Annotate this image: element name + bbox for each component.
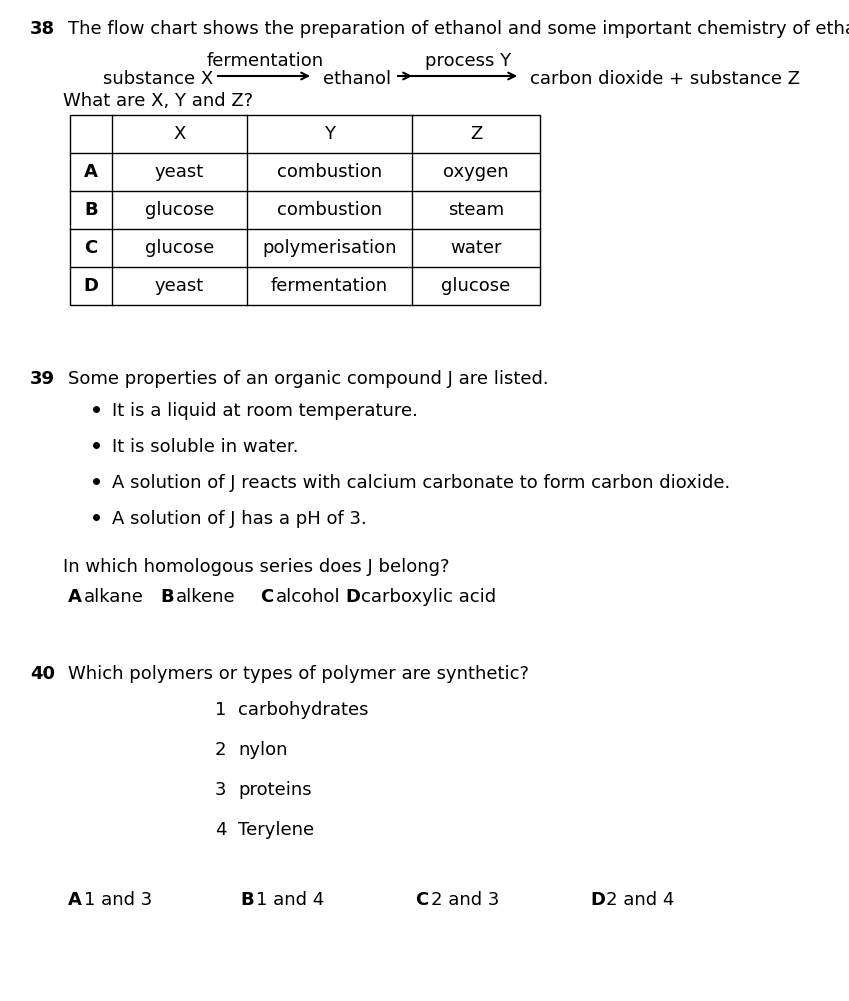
Text: A: A: [68, 891, 82, 909]
Text: C: C: [415, 891, 428, 909]
Text: 39: 39: [30, 370, 55, 388]
Text: 40: 40: [30, 665, 55, 683]
Text: 2: 2: [215, 741, 227, 759]
Text: glucose: glucose: [145, 239, 214, 257]
Text: ethanol: ethanol: [323, 70, 391, 88]
Text: A: A: [84, 163, 98, 181]
Text: alkene: alkene: [176, 588, 236, 606]
Text: alcohol: alcohol: [276, 588, 340, 606]
Text: process Y: process Y: [425, 52, 511, 70]
Text: glucose: glucose: [145, 201, 214, 219]
Text: D: D: [590, 891, 605, 909]
Text: 1: 1: [215, 701, 227, 719]
Text: It is a liquid at room temperature.: It is a liquid at room temperature.: [112, 402, 418, 420]
Text: B: B: [240, 891, 254, 909]
Text: yeast: yeast: [155, 277, 204, 295]
Text: The flow chart shows the preparation of ethanol and some important chemistry of : The flow chart shows the preparation of …: [68, 20, 849, 38]
Text: combustion: combustion: [277, 201, 382, 219]
Text: yeast: yeast: [155, 163, 204, 181]
Text: 4: 4: [215, 821, 227, 839]
Text: Some properties of an organic compound J are listed.: Some properties of an organic compound J…: [68, 370, 548, 388]
Text: 3: 3: [215, 781, 227, 799]
Text: Which polymers or types of polymer are synthetic?: Which polymers or types of polymer are s…: [68, 665, 529, 683]
Text: D: D: [83, 277, 98, 295]
Text: carbon dioxide + substance Z: carbon dioxide + substance Z: [530, 70, 800, 88]
Text: carbohydrates: carbohydrates: [238, 701, 368, 719]
Text: Y: Y: [324, 125, 335, 143]
Text: combustion: combustion: [277, 163, 382, 181]
Text: It is soluble in water.: It is soluble in water.: [112, 438, 299, 456]
Bar: [70, 115, 540, 305]
Text: In which homologous series does J belong?: In which homologous series does J belong…: [63, 558, 449, 576]
Text: What are X, Y and Z?: What are X, Y and Z?: [63, 92, 253, 110]
Text: 38: 38: [30, 20, 55, 38]
Text: A solution of J has a pH of 3.: A solution of J has a pH of 3.: [112, 510, 367, 528]
Text: D: D: [345, 588, 360, 606]
Text: nylon: nylon: [238, 741, 288, 759]
Text: polymerisation: polymerisation: [262, 239, 396, 257]
Text: 1 and 4: 1 and 4: [256, 891, 324, 909]
Text: proteins: proteins: [238, 781, 312, 799]
Text: fermentation: fermentation: [206, 52, 323, 70]
Text: C: C: [84, 239, 98, 257]
Text: fermentation: fermentation: [271, 277, 388, 295]
Text: oxygen: oxygen: [443, 163, 509, 181]
Text: X: X: [173, 125, 186, 143]
Text: B: B: [84, 201, 98, 219]
Text: Z: Z: [469, 125, 482, 143]
Text: C: C: [260, 588, 273, 606]
Text: glucose: glucose: [441, 277, 510, 295]
Text: Terylene: Terylene: [238, 821, 314, 839]
Text: 1 and 3: 1 and 3: [84, 891, 152, 909]
Text: B: B: [160, 588, 174, 606]
Text: alkane: alkane: [84, 588, 143, 606]
Text: carboxylic acid: carboxylic acid: [361, 588, 496, 606]
Text: steam: steam: [448, 201, 504, 219]
Text: A: A: [68, 588, 82, 606]
Text: 2 and 3: 2 and 3: [431, 891, 499, 909]
Text: 2 and 4: 2 and 4: [606, 891, 674, 909]
Text: substance X: substance X: [103, 70, 213, 88]
Text: water: water: [450, 239, 502, 257]
Text: A solution of J reacts with calcium carbonate to form carbon dioxide.: A solution of J reacts with calcium carb…: [112, 474, 730, 492]
